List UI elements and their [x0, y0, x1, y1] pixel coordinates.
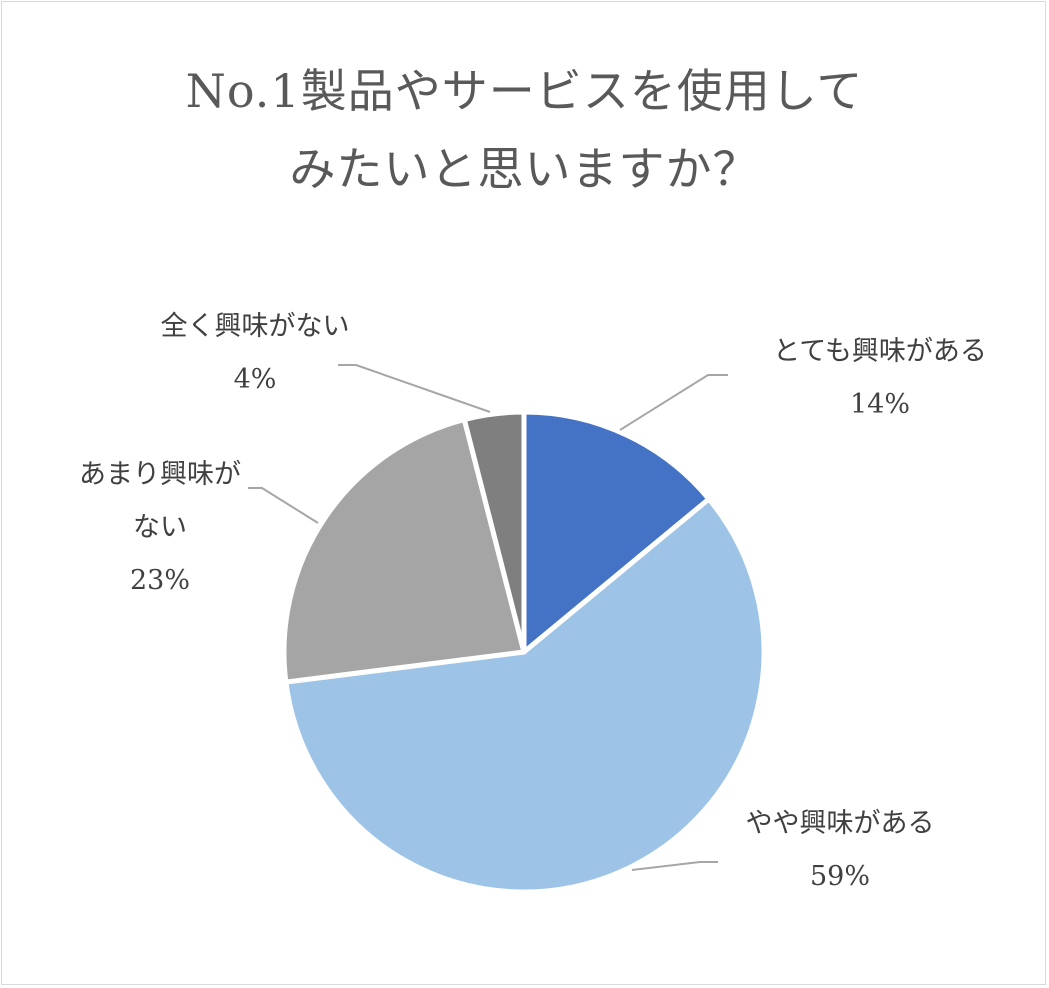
chart-title-line-2: みたいと思いますか？ — [289, 142, 760, 196]
leader-line-somewhat-interested — [631, 861, 718, 871]
slice-value-very-interested: 14% — [849, 389, 910, 420]
data-label-not-very-interested: あまり興味が ない 23% — [40, 448, 280, 607]
slice-label-not-interested: 全く興味がない — [160, 311, 350, 342]
pie-slice-not-very-interested — [281, 417, 527, 685]
leader-line-very-interested — [619, 374, 728, 431]
leader-line-not-very-interested — [248, 487, 319, 524]
data-label-not-interested: 全く興味がない 4% — [115, 300, 395, 406]
slice-label-very-interested: とても興味がある — [773, 336, 987, 367]
pie-slice-somewhat-interested — [283, 496, 767, 895]
slice-label-somewhat-interested: やや興味がある — [745, 808, 935, 839]
leader-line-not-interested — [338, 364, 491, 413]
slice-label-not-very-interested-1: あまり興味が — [79, 459, 241, 490]
data-label-very-interested: とても興味がある 14% — [740, 325, 1020, 431]
pie-slice-very-interested — [521, 409, 712, 655]
pie-slice-not-interested — [461, 409, 527, 655]
slice-value-not-interested: 4% — [233, 364, 277, 395]
chart-title-line-1: No.1製品やサービスを使用して — [185, 64, 864, 118]
slice-value-somewhat-interested: 59% — [809, 861, 870, 892]
chart-title: No.1製品やサービスを使用して みたいと思いますか？ — [0, 52, 1049, 208]
slice-label-not-very-interested-2: ない — [133, 512, 187, 543]
data-label-somewhat-interested: やや興味がある 59% — [700, 797, 980, 903]
slice-value-not-very-interested: 23% — [129, 565, 190, 596]
